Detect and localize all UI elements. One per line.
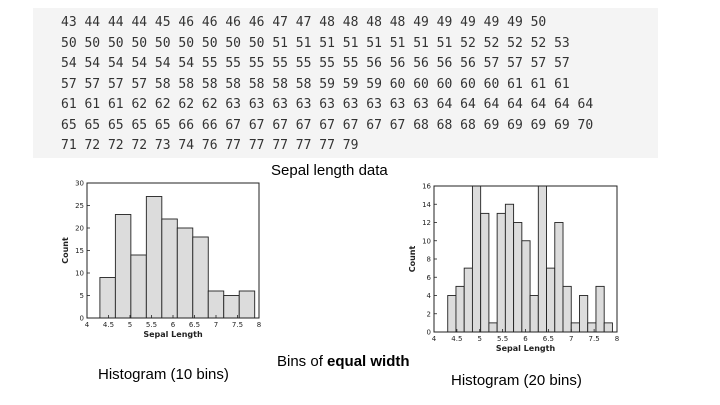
sepal-length-caption: Sepal length data [271, 162, 388, 179]
x-tick-label: 6.5 [543, 335, 554, 343]
data-row: 61 61 61 62 62 62 62 63 63 63 63 63 63 6… [61, 97, 594, 112]
histogram-bar [238, 290, 256, 319]
bins-equal-width-caption: Bins of equal width [277, 353, 410, 370]
histogram-bar [223, 295, 240, 319]
histogram-bar [480, 212, 490, 333]
data-row: 50 50 50 50 50 50 50 50 50 51 51 51 51 5… [61, 35, 570, 51]
histogram-bar [496, 212, 506, 333]
y-tick-label: 25 [75, 202, 84, 210]
y-tick-label: 2 [427, 310, 431, 318]
x-tick-label: 7 [214, 321, 218, 329]
histogram-10-bins-caption: Histogram (10 bins) [98, 366, 229, 383]
sepal-length-data-table: 43 44 44 44 45 46 46 46 46 47 47 48 48 4… [33, 8, 658, 158]
histogram-10-bins-chart: 4 4.5 5 5.5 6 6.5 7 7.5 8 0 5 10 15 20 25 30 Sepal Lengt… [61, 180, 261, 340]
x-tick-label: 5 [478, 335, 482, 343]
y-tick-label: 0 [80, 315, 84, 323]
histogram-bar [463, 267, 473, 333]
data-row: 57 57 57 57 58 58 58 58 58 58 58 59 59 5… [61, 76, 570, 92]
histogram-bar [554, 222, 564, 333]
x-tick-label: 7.5 [232, 321, 243, 329]
histogram-bar [207, 290, 225, 319]
x-tick-label: 7.5 [589, 335, 600, 343]
x-tick-label: 4 [432, 335, 437, 343]
histogram-bar [114, 214, 132, 319]
histogram-bar [537, 185, 547, 333]
bins-emphasis-text: equal width [327, 353, 410, 370]
x-tick-label: 8 [615, 335, 619, 343]
x-tick-label: 5.5 [146, 321, 157, 329]
histogram-bar [603, 322, 613, 333]
y-tick-label: 10 [75, 270, 84, 278]
y-axis-label: Count [408, 246, 417, 273]
x-axis-label: Sepal Length [143, 330, 203, 339]
histogram-20-bins-chart: 4 4.5 5 5.5 6 6.5 7 7.5 8 0 2 4 6 8 10 12 14 16 Sepal Leng… [408, 183, 619, 354]
histogram-bar [579, 295, 589, 333]
x-tick-label: 5 [128, 321, 132, 329]
x-tick-label: 4.5 [103, 321, 114, 329]
histogram-bar [488, 322, 498, 333]
y-tick-label: 0 [427, 329, 431, 337]
y-tick-label: 15 [75, 247, 84, 255]
histogram-bar [562, 285, 572, 333]
data-row: 65 65 65 65 65 66 66 67 67 67 67 67 67 6… [61, 117, 594, 133]
histogram-bar [176, 227, 194, 319]
y-tick-label: 6 [427, 274, 432, 282]
histogram-bar [130, 254, 147, 319]
data-row: 71 72 72 72 73 74 76 77 77 77 77 77 79 [61, 138, 359, 153]
histogram-bar [471, 185, 482, 333]
histogram-bar [161, 218, 178, 319]
y-tick-label: 4 [427, 292, 432, 300]
x-tick-label: 6 [523, 335, 528, 343]
histogram-bar [455, 285, 465, 333]
histogram-bar [570, 322, 580, 333]
histogram-bar [145, 196, 163, 319]
y-tick-label: 16 [422, 183, 431, 191]
histogram-bar [99, 277, 116, 319]
x-tick-label: 5.5 [497, 335, 508, 343]
x-tick-label: 6.5 [189, 321, 200, 329]
histogram-bar [529, 295, 539, 333]
histogram-20-bins-caption: Histogram (20 bins) [451, 372, 582, 389]
y-tick-label: 12 [422, 219, 431, 227]
y-tick-label: 14 [422, 201, 431, 209]
y-tick-label: 20 [75, 225, 84, 233]
histogram-bar [513, 222, 523, 333]
y-axis-label: Count [61, 237, 70, 264]
histogram-bar [447, 295, 457, 333]
x-tick-label: 8 [257, 321, 261, 329]
histogram-bar [595, 285, 605, 333]
histogram-bar [546, 267, 556, 333]
data-row: 43 44 44 44 45 46 46 46 46 47 47 48 48 4… [61, 15, 547, 30]
x-tick-label: 6 [171, 321, 176, 329]
histogram-bar [587, 322, 597, 333]
bins-prefix-text: Bins of [277, 353, 328, 370]
y-tick-label: 10 [422, 237, 431, 245]
y-tick-label: 5 [80, 292, 84, 300]
histogram-bar [504, 203, 515, 333]
x-axis-label: Sepal Length [496, 344, 556, 353]
histogram-bar [521, 240, 531, 333]
x-tick-label: 4.5 [451, 335, 462, 343]
y-tick-label: 8 [427, 256, 431, 264]
data-row: 54 54 54 54 54 54 55 55 55 55 55 55 55 5… [61, 56, 570, 71]
x-tick-label: 4 [85, 321, 90, 329]
histogram-bar [192, 236, 209, 319]
y-tick-label: 30 [75, 180, 84, 188]
x-tick-label: 7 [569, 335, 573, 343]
